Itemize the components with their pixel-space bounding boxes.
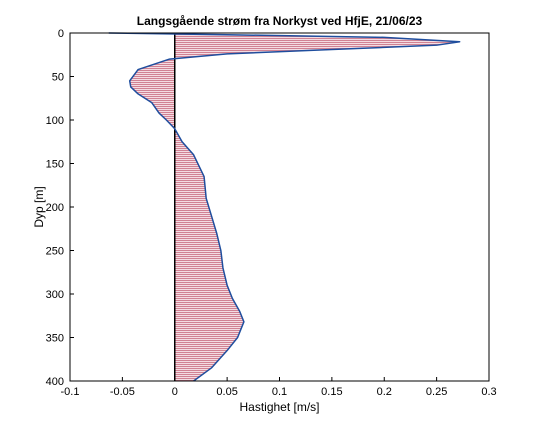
y-tick-label: 250 — [46, 246, 64, 258]
series-line — [108, 32, 461, 382]
x-tick-label: 0.2 — [377, 386, 392, 398]
x-tick-label: 0.05 — [216, 386, 237, 398]
x-tick-label: 0.3 — [481, 386, 496, 398]
x-tick-label: -0.1 — [61, 386, 80, 398]
y-tick-label: 50 — [52, 72, 64, 84]
y-tick-label: 200 — [46, 202, 64, 214]
chart-title: Langsgående strøm fra Norkyst ved HfjE, … — [137, 14, 423, 28]
y-tick-label: 100 — [46, 115, 64, 127]
y-tick-label: 400 — [46, 376, 64, 388]
x-tick-label: 0.15 — [321, 386, 342, 398]
y-axis-label: Dyp [m] — [32, 186, 46, 227]
x-tick-label: -0.05 — [110, 386, 135, 398]
y-tick-label: 150 — [46, 159, 64, 171]
x-tick-label: 0.25 — [426, 386, 447, 398]
x-tick-label: 0 — [172, 386, 178, 398]
series-area-fill — [108, 33, 460, 381]
axis-ticks: -0.1 -0.05 0 0.05 0.1 0.15 0.2 0.25 0.3 0 50 100 150… — [46, 28, 497, 398]
y-tick-label: 0 — [58, 28, 64, 40]
plot-area — [108, 32, 461, 382]
x-axis-label: Hastighet [m/s] — [239, 400, 319, 414]
y-tick-label: 350 — [46, 333, 64, 345]
y-tick-label: 300 — [46, 289, 64, 301]
x-tick-label: 0.1 — [272, 386, 287, 398]
